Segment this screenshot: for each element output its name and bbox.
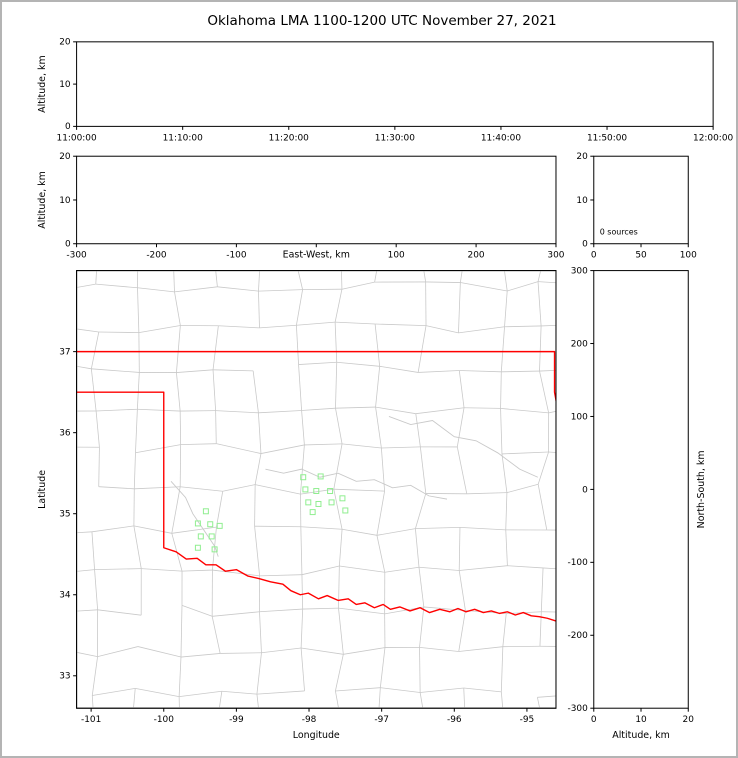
ew-height-panel: -300 -200 -100 100 200 300 0 10 20 East-West, km A… [37, 152, 565, 261]
y-axis-label: Altitude, km [37, 55, 48, 113]
river-lines [170, 416, 539, 557]
x-tick-label: 0 [591, 251, 597, 261]
y-tick-label: 20 [576, 152, 588, 162]
y-tick-label: -200 [568, 631, 589, 641]
lma-source-marker [302, 486, 309, 493]
lma-source-marker [194, 520, 201, 527]
figure-title: Oklahoma LMA 1100-1200 UTC November 27, … [207, 13, 557, 29]
time-height-panel: 11:00:00 11:10:00 11:20:00 11:30:00 11:40:00… [37, 38, 734, 144]
lma-source-marker [339, 495, 346, 502]
lma-source-marker [342, 507, 349, 514]
map-panel-frame-overlay [76, 270, 557, 709]
x-tick-label: -95 [520, 715, 535, 725]
x-tick-label: 20 [683, 715, 695, 725]
x-tick-label: 11:20:00 [269, 133, 309, 143]
y-tick-label: 37 [59, 347, 70, 357]
lma-source-marker [327, 488, 334, 495]
y-tick-label: 10 [59, 80, 71, 90]
lma-source-marker [317, 473, 324, 480]
lma-source-marker [194, 544, 201, 551]
y-tick-label: -100 [568, 558, 589, 568]
lma-source-marker [216, 522, 223, 529]
x-axis-label: East-West, km [283, 250, 350, 261]
x-tick-label: -97 [374, 715, 389, 725]
ns-height-panel: 0 10 20 -300 -200 -100 0 100 200 300 Altitude, km N… [568, 266, 708, 741]
lma-source-marker [309, 509, 316, 516]
y-tick-label: 36 [59, 429, 71, 439]
x-tick-label: 11:40:00 [481, 133, 521, 143]
x-tick-label: 10 [635, 715, 647, 725]
y-tick-label: 34 [59, 591, 71, 601]
x-tick-label: -100 [226, 251, 247, 261]
x-tick-label: 100 [388, 251, 405, 261]
x-axis-label: Longitude [293, 730, 340, 741]
map-panel-frame [76, 270, 557, 709]
y-tick-label: 33 [59, 672, 70, 682]
ns-height-panel-frame [593, 270, 689, 709]
x-tick-label: 11:50:00 [587, 133, 627, 143]
y-tick-label: 200 [571, 339, 588, 349]
x-tick-label: 50 [635, 251, 647, 261]
y-tick-label: 0 [65, 122, 71, 132]
county-borders [76, 270, 556, 709]
x-tick-label: 12:00:00 [693, 133, 733, 143]
map-panel: -101 -100 -99 -98 -97 -96 -95 33 34 35 36 37 Longitu… [37, 270, 557, 741]
y-tick-label: 300 [571, 266, 588, 276]
y-tick-label: -300 [568, 704, 589, 714]
sources-annotation: 0 sources [600, 228, 638, 237]
x-tick-label: -300 [66, 251, 87, 261]
x-tick-label: -200 [146, 251, 167, 261]
x-tick-label: -96 [447, 715, 462, 725]
time-height-panel-frame [76, 41, 714, 127]
y-axis-label: North-South, km [696, 450, 707, 528]
x-tick-label: 11:10:00 [163, 133, 203, 143]
x-tick-label: 200 [468, 251, 485, 261]
y-tick-label: 0 [582, 240, 588, 250]
lma-source-marker [202, 508, 209, 515]
lma-source-marker [208, 533, 215, 540]
x-tick-label: -100 [154, 715, 175, 725]
lma-source-marker [300, 474, 307, 481]
map-layers [76, 270, 556, 709]
source-histogram-panel-frame [593, 155, 689, 245]
x-axis-label: Altitude, km [612, 730, 670, 741]
y-tick-label: 35 [59, 510, 70, 520]
lma-source-marker [207, 521, 214, 528]
y-tick-label: 0 [582, 485, 588, 495]
x-tick-label: -99 [229, 715, 244, 725]
y-tick-label: 20 [59, 38, 71, 48]
lma-source-marker [197, 533, 204, 540]
x-tick-label: 11:00:00 [57, 133, 97, 143]
y-tick-label: 10 [576, 196, 588, 206]
x-tick-label: 0 [591, 715, 597, 725]
source-histogram-panel: 0 50 100 0 10 20 0 sources [576, 152, 697, 261]
y-axis-label: Altitude, km [37, 171, 48, 229]
lma-source-marker [211, 546, 218, 553]
lma-source-marker [315, 501, 322, 507]
y-tick-label: 10 [59, 196, 71, 206]
x-tick-label: -101 [81, 715, 101, 725]
x-tick-label: 11:30:00 [375, 133, 415, 143]
lma-source-marker [313, 488, 320, 495]
y-axis-label: Latitude [37, 470, 48, 509]
state-border [76, 350, 556, 622]
x-tick-label: -98 [302, 715, 317, 725]
y-tick-label: 20 [59, 152, 71, 162]
lma-sources [194, 473, 349, 553]
x-tick-label: 300 [547, 251, 564, 261]
x-tick-label: 100 [680, 251, 697, 261]
lma-source-marker [328, 499, 335, 506]
lma-source-marker [305, 499, 312, 506]
y-tick-label: 100 [571, 412, 588, 422]
y-tick-label: 0 [65, 240, 71, 250]
ew-height-panel-frame [76, 155, 557, 245]
